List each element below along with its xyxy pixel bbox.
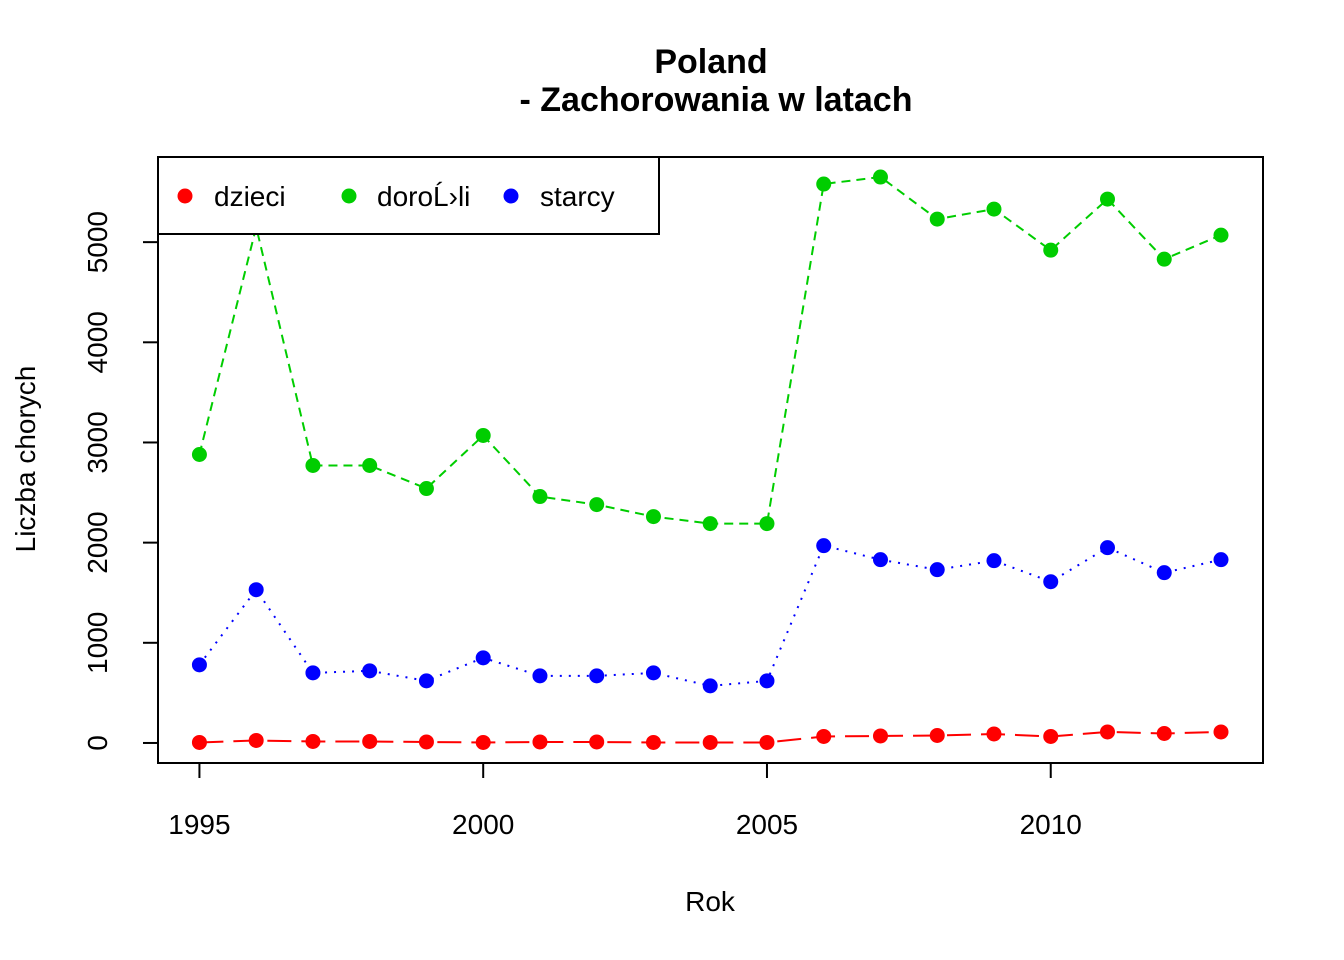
- data-point: [986, 726, 1002, 742]
- data-point: [1043, 242, 1059, 258]
- data-point: [816, 728, 832, 744]
- data-point: [1156, 565, 1172, 581]
- data-point: [1099, 724, 1115, 740]
- data-point: [418, 734, 434, 750]
- data-point: [305, 458, 321, 474]
- data-point: [305, 733, 321, 749]
- series-doroĹ›li: [191, 169, 1229, 532]
- x-tick-label: 2010: [1020, 809, 1082, 840]
- data-point: [929, 211, 945, 227]
- data-point: [305, 665, 321, 681]
- y-tick-label: 4000: [82, 311, 113, 373]
- legend-label: dzieci: [214, 181, 286, 212]
- data-point: [872, 169, 888, 185]
- y-axis-label: Liczba chorych: [10, 366, 41, 553]
- data-point: [1099, 191, 1115, 207]
- data-point: [929, 727, 945, 743]
- data-point: [418, 481, 434, 497]
- data-point: [1213, 724, 1229, 740]
- data-point: [191, 446, 207, 462]
- y-tick-label: 2000: [82, 511, 113, 573]
- data-point: [1213, 227, 1229, 243]
- data-point: [645, 734, 661, 750]
- series-layer: [191, 169, 1229, 750]
- data-point: [872, 728, 888, 744]
- series-dzieci: [191, 724, 1229, 750]
- data-point: [1213, 552, 1229, 568]
- legend-box: [157, 156, 660, 235]
- legend-marker: [503, 188, 519, 204]
- data-point: [702, 516, 718, 532]
- x-tick-label: 2000: [452, 809, 514, 840]
- data-point: [418, 673, 434, 689]
- data-point: [362, 663, 378, 679]
- data-point: [986, 201, 1002, 217]
- data-point: [1156, 251, 1172, 267]
- data-point: [645, 509, 661, 525]
- data-point: [816, 176, 832, 192]
- data-point: [759, 734, 775, 750]
- y-tick-label: 1000: [82, 612, 113, 674]
- plot-frame: [157, 156, 1264, 764]
- x-axis: 1995 2000 2005 2010: [168, 762, 1082, 840]
- data-point: [759, 673, 775, 689]
- x-tick-label: 1995: [168, 809, 230, 840]
- series-starcy: [191, 538, 1229, 694]
- data-point: [248, 582, 264, 598]
- x-tick-label: 2005: [736, 809, 798, 840]
- data-point: [532, 489, 548, 505]
- data-point: [475, 427, 491, 443]
- data-point: [362, 733, 378, 749]
- data-point: [929, 562, 945, 578]
- data-point: [759, 516, 775, 532]
- legend-marker: [177, 188, 193, 204]
- data-point: [362, 458, 378, 474]
- data-point: [589, 668, 605, 684]
- data-point: [475, 734, 491, 750]
- data-point: [1043, 574, 1059, 590]
- data-point: [1156, 725, 1172, 741]
- legend-marker: [341, 188, 357, 204]
- data-point: [191, 734, 207, 750]
- y-tick-label: 5000: [82, 211, 113, 273]
- legend-label: doroĹ›li: [377, 181, 470, 212]
- y-tick-label: 3000: [82, 411, 113, 473]
- legend: dzieci doroĹ›li starcy: [157, 156, 660, 235]
- data-point: [702, 678, 718, 694]
- data-point: [816, 538, 832, 554]
- data-point: [248, 732, 264, 748]
- data-point: [645, 665, 661, 681]
- data-point: [702, 734, 718, 750]
- data-point: [589, 734, 605, 750]
- data-point: [1099, 540, 1115, 556]
- y-tick-label: 0: [82, 735, 113, 751]
- data-point: [191, 657, 207, 673]
- series-line: [198, 544, 1222, 687]
- data-point: [475, 650, 491, 666]
- data-point: [986, 553, 1002, 569]
- x-axis-label: Rok: [685, 886, 736, 917]
- data-point: [589, 497, 605, 513]
- chart-subtitle: - Zachorowania w latach: [520, 81, 913, 119]
- legend-label: starcy: [540, 181, 615, 212]
- data-point: [872, 552, 888, 568]
- y-axis: 0 1000 2000 3000 4000 5000: [82, 211, 159, 751]
- data-point: [1043, 728, 1059, 744]
- data-point: [532, 734, 548, 750]
- data-point: [532, 668, 548, 684]
- chart-title: Poland: [654, 43, 767, 81]
